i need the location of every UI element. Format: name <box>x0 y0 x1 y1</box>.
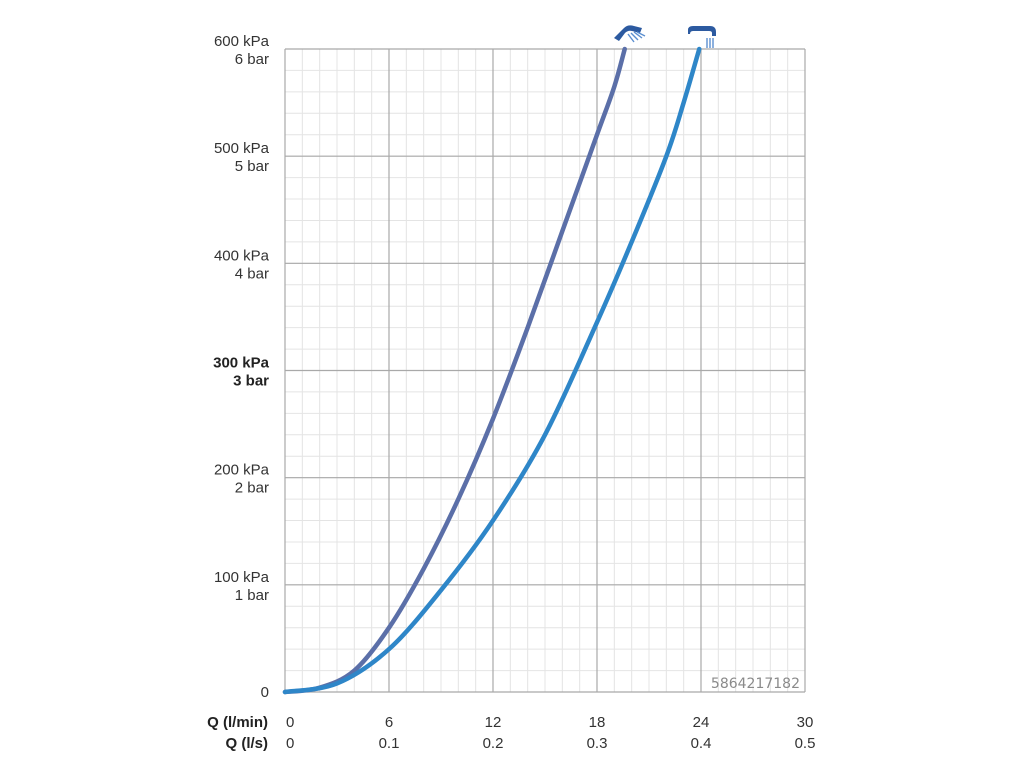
y-tick-line: 3 bar <box>233 373 269 390</box>
x-tick-label: 0 <box>286 714 294 731</box>
series-layer <box>282 46 702 695</box>
x-axis-row-label: Q (l/s) <box>225 735 268 752</box>
x-tick-label: 0.2 <box>483 735 504 752</box>
y-tick-label: 600 kPa 6 bar <box>214 33 270 68</box>
y-tick-label: 500 kPa 5 bar <box>214 140 270 175</box>
x-tick-label: 6 <box>385 714 393 731</box>
y-tick-line: 300 kPa <box>213 355 270 372</box>
y-axis-ticks: 0 100 kPa 1 bar 200 kPa 2 bar 300 kPa 3 bar 400… <box>213 33 270 701</box>
y-tick-label: 400 kPa 4 bar <box>214 247 270 282</box>
major-grid <box>284 48 806 693</box>
y-tick-line: 4 bar <box>235 265 269 282</box>
y-tick-line: 200 kPa <box>214 462 270 479</box>
x-tick-label: 0.3 <box>587 735 608 752</box>
x-tick-label: 0 <box>286 735 294 752</box>
series-line-1 <box>282 46 627 695</box>
y-tick-line: 500 kPa <box>214 140 270 157</box>
x-tick-label: 0.4 <box>691 735 712 752</box>
x-tick-label: 24 <box>693 714 710 731</box>
y-tick-line: 5 bar <box>235 158 269 175</box>
x-tick-label: 12 <box>485 714 502 731</box>
x-tick-label: 30 <box>797 714 814 731</box>
y-tick-line: 1 bar <box>235 587 269 604</box>
angled-shower-head-icon <box>614 25 646 43</box>
y-tick-line: 2 bar <box>235 480 269 497</box>
x-axis-row-label: Q (l/min) <box>207 714 268 731</box>
y-tick-line: 6 bar <box>235 51 269 68</box>
x-axis-ticks: Q (l/min) 0 6 12 18 24 30 Q (l/s) 0 0.1 0.2 0.3 0.4 0… <box>207 714 815 752</box>
watermark: 5864217182 <box>711 676 800 692</box>
x-tick-label: 0.1 <box>379 735 400 752</box>
x-tick-label: 18 <box>589 714 606 731</box>
overhead-shower-head-icon <box>688 26 716 48</box>
series-line-2 <box>282 46 702 695</box>
y-tick-label: 0 <box>261 684 269 701</box>
y-tick-line: 100 kPa <box>214 569 270 586</box>
y-tick-line: 400 kPa <box>214 247 270 264</box>
y-tick-line: 600 kPa <box>214 33 270 50</box>
y-tick-label: 300 kPa 3 bar <box>213 355 270 390</box>
y-tick-label: 200 kPa 2 bar <box>214 462 270 497</box>
x-tick-label: 0.5 <box>795 735 816 752</box>
y-tick-label: 100 kPa 1 bar <box>214 569 270 604</box>
